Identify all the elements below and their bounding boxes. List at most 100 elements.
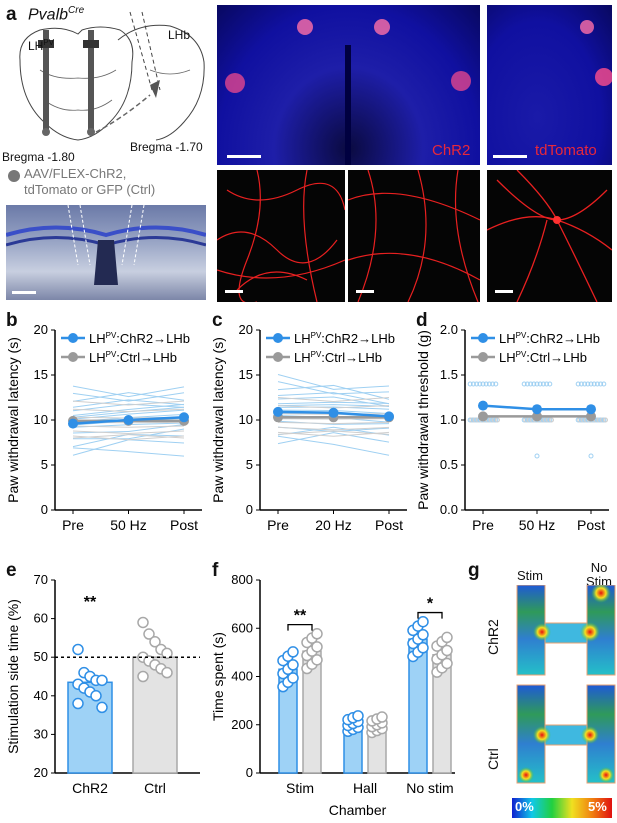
individual-point xyxy=(521,381,527,387)
individual-point xyxy=(528,381,534,387)
series-point-ctrl xyxy=(586,411,596,422)
individual-point xyxy=(594,381,600,387)
individual-point xyxy=(544,417,550,423)
individual-trace xyxy=(72,392,185,402)
chart-c: 0 5 10 15 20 Pre 20 Hz Post Paw withdrawal laten… xyxy=(210,322,407,533)
y-tick-label: 0 xyxy=(246,765,253,780)
virus-line1: AAV/FLEX-ChR2, xyxy=(24,166,127,181)
individual-point xyxy=(588,381,594,387)
individual-trace xyxy=(277,392,390,405)
individual-trace xyxy=(277,373,390,390)
data-point xyxy=(352,710,364,722)
y-tick-label: 30 xyxy=(34,726,48,741)
panel-c-label: c xyxy=(212,310,223,331)
individual-trace xyxy=(72,433,185,448)
individual-point xyxy=(582,381,588,387)
y-tick-label: 1.0 xyxy=(440,412,458,427)
data-point xyxy=(137,670,149,683)
series-point-chr2 xyxy=(328,407,339,418)
legend-marker xyxy=(273,333,283,343)
y-axis-label: Time spent (s) xyxy=(210,632,226,721)
fiber-image-1 xyxy=(216,169,346,304)
individual-trace xyxy=(72,439,185,456)
series-point-ctrl xyxy=(532,411,542,422)
significance-marker: * xyxy=(427,596,434,613)
panel-e-label: e xyxy=(6,560,17,581)
x-tick-label: No stim xyxy=(406,780,453,796)
individual-point xyxy=(548,417,554,423)
significance-marker: ** xyxy=(84,594,97,611)
individual-point xyxy=(578,381,584,387)
chart-b: 0 5 10 15 20 Pre 50 Hz Post Paw withdrawal laten… xyxy=(5,322,202,533)
individual-point xyxy=(580,417,586,423)
y-tick-label: 15 xyxy=(239,367,253,382)
y-tick-label: 0.5 xyxy=(440,457,458,472)
legend-label: LHPV:ChR2→LHb xyxy=(294,331,395,346)
data-point xyxy=(161,666,173,679)
y-tick-label: 20 xyxy=(239,322,253,337)
x-tick-label: Post xyxy=(577,517,605,533)
individual-point xyxy=(544,381,550,387)
data-point xyxy=(311,641,323,653)
y-tick-label: 800 xyxy=(231,572,253,587)
individual-point xyxy=(483,381,489,387)
heatmap-chr2 xyxy=(516,585,616,676)
bregma-left: Bregma -1.80 xyxy=(2,150,75,164)
y-tick-label: 40 xyxy=(34,688,48,703)
individual-point xyxy=(493,381,499,387)
legend-marker xyxy=(68,333,78,343)
significance-bracket xyxy=(287,623,313,631)
data-point xyxy=(72,643,84,656)
individual-point xyxy=(469,417,475,423)
individual-point xyxy=(540,381,546,387)
individual-point xyxy=(534,453,540,459)
chart-d: 0.0 0.5 1.0 1.5 2.0 Pre 50 Hz Post Paw withdrawa… xyxy=(415,322,609,533)
data-point xyxy=(311,628,323,640)
y-tick-label: 0 xyxy=(246,502,253,517)
y-tick-label: 15 xyxy=(34,367,48,382)
genotype-label: PvalbCre xyxy=(28,5,85,24)
heatmap-col-stim: Stim xyxy=(517,568,543,583)
individual-trace xyxy=(72,400,185,406)
legend-marker xyxy=(68,352,78,362)
series-point-chr2 xyxy=(179,412,189,423)
significance-bracket xyxy=(417,611,443,619)
individual-point xyxy=(547,417,553,423)
individual-trace xyxy=(277,421,390,425)
individual-trace xyxy=(277,406,390,410)
individual-trace xyxy=(277,435,390,456)
individual-trace xyxy=(72,403,185,412)
individual-point xyxy=(575,381,581,387)
data-point xyxy=(149,636,161,648)
individual-point xyxy=(577,417,583,423)
fiber-image-2 xyxy=(347,169,481,303)
individual-point xyxy=(591,381,597,387)
x-tick-label: 50 Hz xyxy=(519,517,556,533)
data-point xyxy=(96,701,108,714)
panel-g-label: g xyxy=(468,560,480,581)
individual-trace xyxy=(277,397,390,402)
legend-label: LHPV:ChR2→LHb xyxy=(499,331,600,346)
individual-point xyxy=(601,381,607,387)
data-point xyxy=(441,631,453,644)
legend-marker xyxy=(273,352,283,362)
individual-point xyxy=(488,417,494,423)
data-point xyxy=(143,628,155,640)
heatmap-maze xyxy=(516,585,616,784)
y-tick-label: 5 xyxy=(41,457,48,472)
individual-point xyxy=(596,417,602,423)
individual-point xyxy=(474,417,480,423)
individual-trace xyxy=(277,426,390,436)
lh-label: LHPV xyxy=(28,38,55,53)
legend-label: LHPV:Ctrl→LHb xyxy=(294,350,382,365)
y-tick-label: 5 xyxy=(246,457,253,472)
individual-point xyxy=(467,417,473,423)
legend-label: LHPV:Ctrl→LHb xyxy=(499,350,587,365)
data-point xyxy=(441,644,453,657)
fiber-image-3 xyxy=(486,169,613,303)
individual-point xyxy=(601,417,607,423)
y-tick-label: 600 xyxy=(231,620,253,635)
data-point xyxy=(287,672,299,684)
individual-point xyxy=(602,417,608,423)
